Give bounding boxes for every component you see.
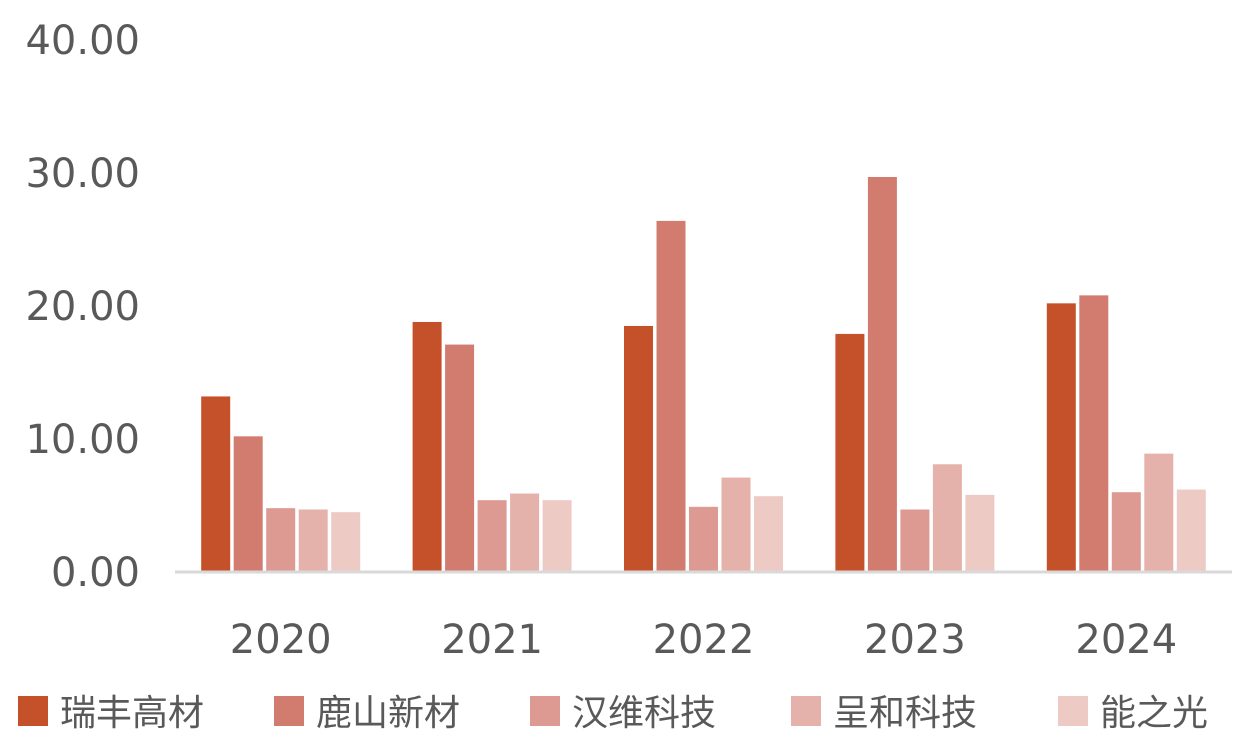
legend: 瑞丰高材 鹿山新材 汉维科技 呈和科技 能之光	[18, 693, 1208, 734]
bar	[542, 500, 572, 572]
legend-swatch	[1058, 696, 1088, 726]
legend-label: 汉维科技	[572, 693, 716, 734]
bars	[201, 176, 1206, 573]
bar	[932, 464, 962, 572]
x-tick-label: 2023	[864, 617, 966, 663]
x-tick-label: 2020	[230, 617, 332, 663]
y-tick-label: 40.00	[25, 18, 140, 64]
bar	[656, 220, 686, 572]
bar	[1111, 492, 1141, 572]
x-axis-labels: 2020 2021 2022 2023 2024	[230, 617, 1177, 663]
y-axis-ticks: 0.00 10.00 20.00 30.00 40.00	[25, 18, 140, 596]
x-tick-label: 2021	[441, 617, 543, 663]
legend-label: 瑞丰高材	[60, 693, 204, 734]
legend-swatch	[18, 696, 48, 726]
bar	[721, 477, 751, 572]
bar	[754, 496, 783, 572]
bar	[331, 512, 361, 572]
bar	[298, 509, 328, 572]
legend-swatch	[791, 696, 821, 726]
legend-swatch	[274, 696, 304, 726]
bar	[445, 344, 475, 572]
bar	[412, 321, 442, 572]
bar	[233, 436, 263, 572]
legend-label: 能之光	[1100, 693, 1208, 734]
legend-label: 呈和科技	[833, 693, 977, 734]
y-tick-label: 20.00	[25, 284, 140, 330]
bar	[266, 508, 296, 572]
bar	[835, 333, 865, 572]
bar	[1079, 295, 1109, 572]
x-tick-label: 2024	[1075, 617, 1177, 663]
y-tick-label: 30.00	[25, 151, 140, 197]
bar	[477, 500, 507, 572]
y-tick-label: 0.00	[51, 550, 140, 596]
legend-label: 鹿山新材	[316, 693, 460, 734]
bar	[201, 396, 231, 572]
x-tick-label: 2022	[653, 617, 755, 663]
bar	[624, 325, 653, 572]
bar	[1046, 303, 1076, 572]
bar	[689, 506, 718, 572]
bar	[867, 176, 897, 573]
y-tick-label: 10.00	[25, 417, 140, 463]
bar	[965, 494, 995, 572]
bar	[510, 493, 540, 572]
bar	[1176, 489, 1206, 572]
legend-swatch	[530, 696, 560, 726]
bar	[900, 509, 930, 572]
bar	[1144, 453, 1174, 572]
